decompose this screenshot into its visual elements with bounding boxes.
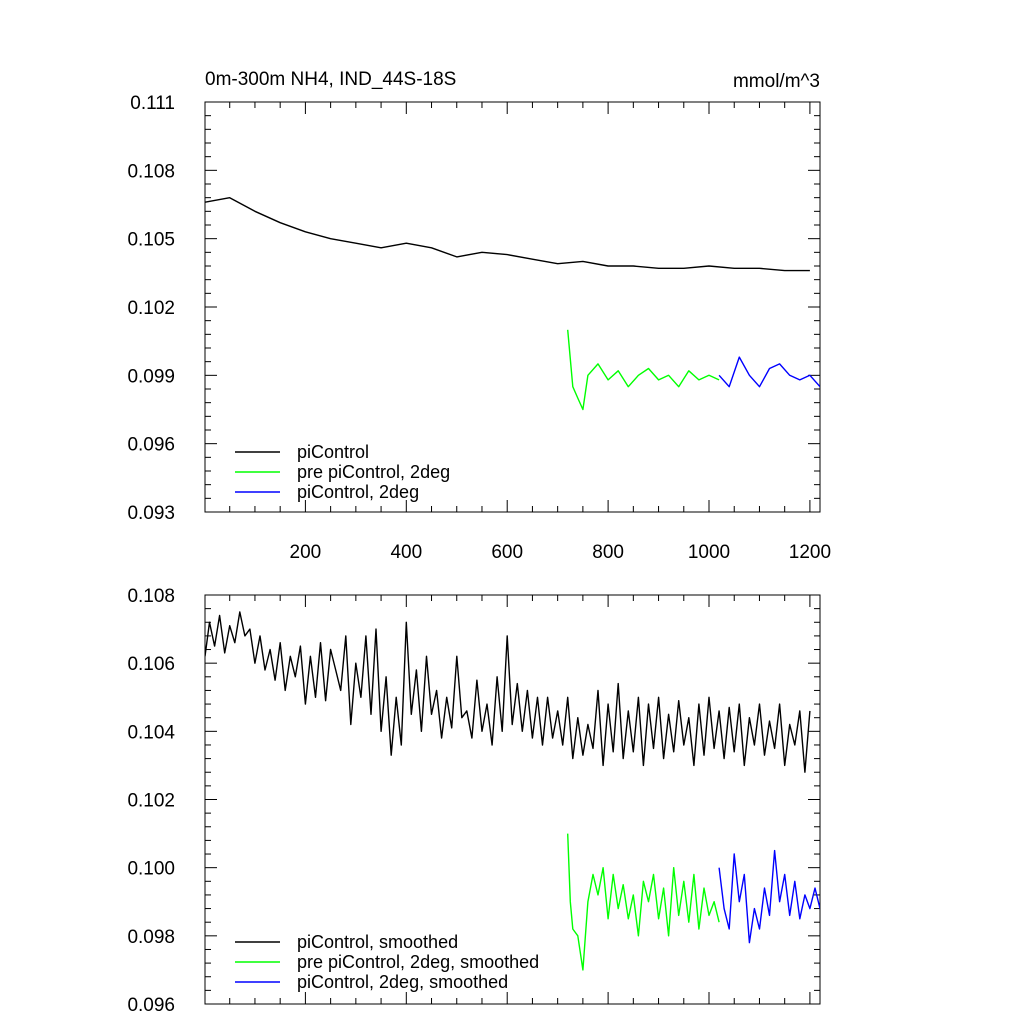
x-tick-label: 200 xyxy=(290,542,322,563)
x-tick-label: 400 xyxy=(390,542,422,563)
y-tick-label: 0.098 xyxy=(127,927,175,948)
legend-entry-0: piControl xyxy=(297,442,369,462)
x-tick-label: 800 xyxy=(592,542,624,563)
series-line-2 xyxy=(718,356,820,388)
legend-entry-0: piControl, smoothed xyxy=(297,932,458,952)
chart-title: 0m-300m NH4, IND_44S-18S xyxy=(205,69,456,90)
series-line-1 xyxy=(567,329,720,411)
series-group xyxy=(205,197,820,411)
y-tick-label: 0.099 xyxy=(127,366,175,387)
y-tick-label: 0.093 xyxy=(127,503,175,524)
x-tick-label: 1200 xyxy=(789,542,831,563)
y-tick-label: 0.108 xyxy=(127,161,175,182)
series-line-1 xyxy=(567,833,720,971)
series-group xyxy=(205,611,820,971)
y-tick-label: 0.102 xyxy=(127,298,175,319)
y-tick-label: 0.100 xyxy=(127,859,175,880)
y-tick-label: 0.105 xyxy=(127,230,175,251)
series-line-0 xyxy=(205,197,810,272)
y-tick-label: 0.104 xyxy=(127,722,175,743)
series-line-2 xyxy=(718,849,820,944)
y-tick-label: 0.096 xyxy=(127,435,175,456)
legend-entry-1: pre piControl, 2deg, smoothed xyxy=(297,952,539,972)
x-tick-label: 600 xyxy=(491,542,523,563)
y-tick-label: 0.106 xyxy=(127,654,175,675)
legend-entry-2: piControl, 2deg, smoothed xyxy=(297,972,508,992)
x-tick-label: 1000 xyxy=(688,542,730,563)
legend-entry-2: piControl, 2deg xyxy=(297,482,419,502)
units-label: mmol/m^3 xyxy=(733,71,820,92)
top-panel: 0m-300m NH4, IND_44S-18S mmol/m^3 0.093 0.0… xyxy=(127,69,831,563)
y-tick-label: 0.108 xyxy=(127,586,175,607)
series-line-0 xyxy=(205,611,811,773)
y-tick-label: 0.096 xyxy=(127,995,175,1016)
y-tick-label: 0.111 xyxy=(130,93,175,114)
legend-entry-1: pre piControl, 2deg xyxy=(297,462,450,482)
bottom-panel: 0.096 0.098 0.100 0.102 0.104 0.106 0.108 piCon… xyxy=(127,586,821,1016)
y-tick-label: 0.102 xyxy=(127,791,175,812)
